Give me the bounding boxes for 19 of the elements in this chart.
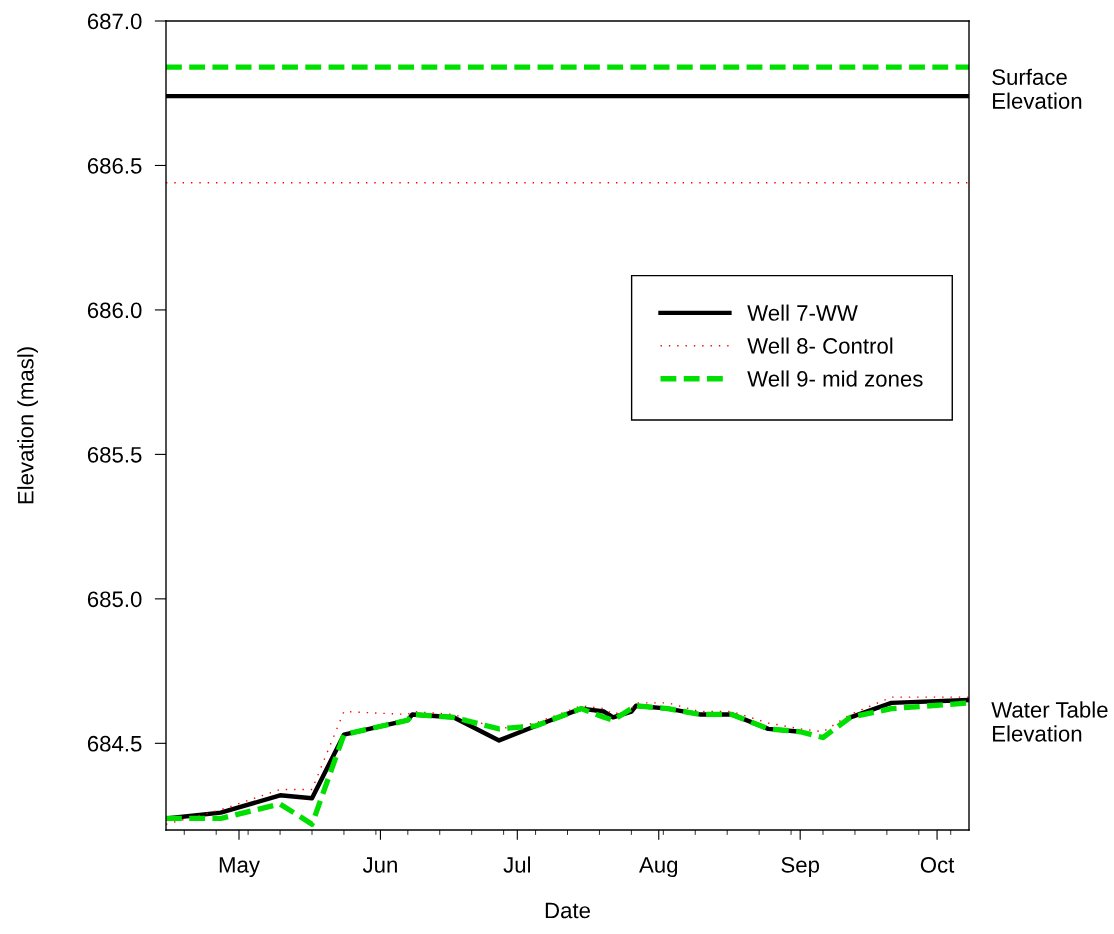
y-tick-label: 685.5 — [87, 446, 142, 463]
y-axis-title: Elevation (masl) — [17, 347, 38, 504]
y-tick-label: 686.0 — [87, 302, 142, 319]
x-tick-label: Oct — [920, 856, 955, 873]
y-tick-label: 684.5 — [87, 735, 142, 752]
x-tick-label: May — [219, 857, 260, 878]
y-tick-label: 687.0 — [87, 13, 142, 30]
x-tick-label: Sep — [781, 856, 820, 878]
annotation: Water Table Elevation — [991, 701, 1108, 742]
y-tick-label: 686.5 — [87, 158, 142, 174]
legend-label: Well 8- Control — [747, 337, 893, 354]
x-tick-label: Jun — [362, 857, 397, 873]
x-axis-title: Date — [545, 902, 590, 919]
legend-label: Well 9- mid zones — [747, 370, 923, 387]
annotation: Surface Elevation — [992, 68, 1082, 109]
legend-label: Well 7-WW — [747, 304, 858, 321]
x-tick-label: Jul — [503, 856, 531, 873]
y-tick-label: 685.0 — [87, 591, 142, 608]
x-tick-label: Aug — [639, 857, 678, 878]
